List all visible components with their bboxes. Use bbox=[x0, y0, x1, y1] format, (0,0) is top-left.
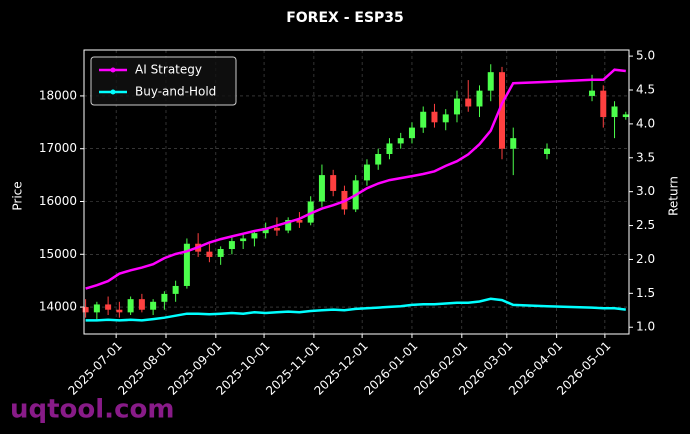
y-tick-label: 14000 bbox=[39, 300, 77, 314]
legend-marker bbox=[110, 89, 116, 95]
candle-body bbox=[262, 227, 269, 234]
candle-body bbox=[138, 299, 145, 310]
candle-body bbox=[105, 304, 112, 310]
y2-tick-label: 2.5 bbox=[636, 218, 655, 232]
candle-body bbox=[206, 251, 213, 257]
candle-body bbox=[127, 299, 134, 313]
y2-tick-label: 3.5 bbox=[636, 150, 655, 164]
y2-tick-label: 4.0 bbox=[636, 116, 655, 130]
series-line bbox=[85, 297, 626, 322]
candle-body bbox=[318, 175, 325, 202]
candle-body bbox=[611, 106, 618, 118]
y-axis-label: Price bbox=[11, 181, 25, 210]
y-tick-label: 15000 bbox=[39, 247, 77, 261]
candle-body bbox=[217, 249, 224, 257]
candle-body bbox=[453, 98, 460, 115]
candle-body bbox=[363, 164, 370, 181]
candle-body bbox=[544, 148, 551, 154]
legend-label: AI Strategy bbox=[135, 63, 202, 77]
candle-body bbox=[273, 227, 280, 231]
candle-body bbox=[330, 175, 337, 191]
series-line bbox=[85, 68, 626, 290]
candle-body bbox=[285, 219, 292, 231]
candle-body bbox=[93, 304, 100, 313]
legend-marker bbox=[110, 67, 116, 73]
legend-box bbox=[90, 56, 237, 106]
y2-tick-label: 4.5 bbox=[636, 82, 655, 96]
candle-body bbox=[600, 90, 607, 118]
candle-body bbox=[397, 138, 404, 144]
candle-body bbox=[228, 241, 235, 250]
y2-tick-label: 3.0 bbox=[636, 184, 655, 198]
y-tick-label: 17000 bbox=[39, 141, 77, 155]
candle-body bbox=[116, 309, 123, 313]
candle-body bbox=[150, 301, 157, 310]
candle-body bbox=[476, 90, 483, 107]
chart-title: FOREX - ESP35 bbox=[286, 10, 404, 26]
y-tick-label: 16000 bbox=[39, 194, 77, 208]
candle-body bbox=[296, 219, 303, 223]
candle-body bbox=[172, 285, 179, 294]
plot-frame bbox=[83, 49, 630, 335]
y2-tick-label: 5.0 bbox=[636, 49, 655, 63]
candle-body bbox=[622, 114, 629, 118]
candle-body bbox=[510, 138, 517, 149]
y2-tick-label: 1.0 bbox=[636, 320, 655, 334]
candle-body bbox=[498, 72, 505, 149]
candle-body bbox=[442, 114, 449, 123]
candle-body bbox=[408, 127, 415, 139]
candle-body bbox=[161, 293, 168, 302]
candle-body bbox=[386, 143, 393, 154]
watermark: uqtool.com bbox=[10, 395, 174, 425]
candle-body bbox=[465, 98, 472, 107]
candle-body bbox=[240, 238, 247, 242]
candle-body bbox=[82, 307, 89, 313]
y2-axis-label: Return bbox=[667, 176, 681, 216]
candle-body bbox=[375, 153, 382, 165]
candle-body bbox=[431, 111, 438, 123]
candle-body bbox=[251, 233, 258, 239]
candle-body bbox=[420, 111, 427, 128]
candle-body bbox=[487, 72, 494, 91]
candle-body bbox=[589, 90, 596, 96]
legend-label: Buy-and-Hold bbox=[135, 85, 216, 99]
y2-tick-label: 2.0 bbox=[636, 252, 655, 266]
y2-tick-label: 1.5 bbox=[636, 286, 655, 300]
candle-body bbox=[183, 243, 190, 286]
y-tick-label: 18000 bbox=[39, 88, 77, 102]
